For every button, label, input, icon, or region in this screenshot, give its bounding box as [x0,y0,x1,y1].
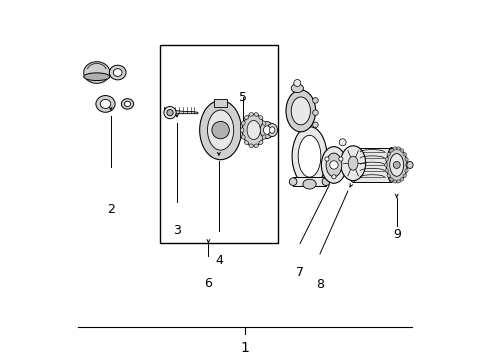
Text: 8: 8 [316,278,324,291]
Ellipse shape [242,121,245,125]
Circle shape [313,110,318,116]
Ellipse shape [390,154,404,176]
Ellipse shape [393,180,397,183]
Circle shape [313,98,318,103]
Ellipse shape [254,144,259,148]
Circle shape [313,122,318,128]
Bar [353,148,392,183]
Ellipse shape [291,97,310,125]
Ellipse shape [84,73,110,81]
Ellipse shape [396,147,401,150]
Ellipse shape [199,100,242,160]
Ellipse shape [385,163,388,167]
Ellipse shape [407,162,413,168]
Ellipse shape [249,144,253,148]
Polygon shape [293,177,326,186]
Ellipse shape [400,149,404,152]
Ellipse shape [247,121,260,140]
Ellipse shape [390,149,393,152]
Ellipse shape [396,180,401,183]
Ellipse shape [270,127,275,133]
Ellipse shape [387,174,391,177]
Circle shape [339,139,346,146]
Ellipse shape [289,178,297,185]
Ellipse shape [267,123,277,136]
Circle shape [332,175,336,179]
Ellipse shape [254,113,259,116]
Ellipse shape [242,135,245,139]
Ellipse shape [326,153,342,177]
Bar [160,45,278,243]
Ellipse shape [245,116,248,120]
Bar [214,99,227,107]
Ellipse shape [321,147,346,183]
Ellipse shape [348,156,358,170]
Ellipse shape [241,128,244,132]
Ellipse shape [262,121,266,125]
Ellipse shape [264,126,270,134]
Ellipse shape [124,101,131,107]
Ellipse shape [243,114,265,146]
Ellipse shape [349,148,358,183]
Circle shape [325,157,329,161]
Ellipse shape [322,178,330,185]
Ellipse shape [393,147,397,150]
Text: 4: 4 [215,254,223,267]
Ellipse shape [164,107,176,119]
Ellipse shape [167,109,173,116]
Ellipse shape [405,168,408,173]
Circle shape [393,162,400,168]
Ellipse shape [403,152,407,156]
Ellipse shape [262,135,266,139]
Ellipse shape [303,179,316,189]
Ellipse shape [84,62,110,84]
Ellipse shape [245,141,248,145]
Circle shape [212,121,229,139]
Ellipse shape [405,157,408,161]
Text: 1: 1 [241,341,249,355]
Text: 5: 5 [239,91,247,104]
Circle shape [330,161,338,169]
Text: 3: 3 [173,224,181,237]
Ellipse shape [260,122,274,139]
Ellipse shape [286,90,316,132]
Ellipse shape [400,178,404,181]
Ellipse shape [385,168,389,173]
Ellipse shape [264,128,267,132]
Ellipse shape [249,113,253,116]
Text: 9: 9 [393,228,401,241]
Ellipse shape [291,84,303,93]
Ellipse shape [292,127,327,186]
Ellipse shape [403,174,407,177]
Ellipse shape [96,95,115,112]
Polygon shape [165,107,198,114]
Text: 7: 7 [296,266,304,279]
Ellipse shape [387,148,396,183]
Ellipse shape [387,152,391,156]
Ellipse shape [259,116,263,120]
Ellipse shape [298,135,321,177]
Ellipse shape [113,69,122,76]
Ellipse shape [390,178,393,181]
Ellipse shape [207,110,234,150]
Ellipse shape [406,163,409,167]
Ellipse shape [122,99,134,109]
Ellipse shape [109,65,126,80]
Text: 2: 2 [107,203,115,216]
Bar [240,123,247,137]
Ellipse shape [385,157,389,161]
Ellipse shape [341,146,366,181]
Ellipse shape [386,148,407,181]
Circle shape [339,157,343,161]
Ellipse shape [259,141,263,145]
Text: 6: 6 [204,276,212,289]
Circle shape [294,80,301,86]
Ellipse shape [100,99,111,108]
